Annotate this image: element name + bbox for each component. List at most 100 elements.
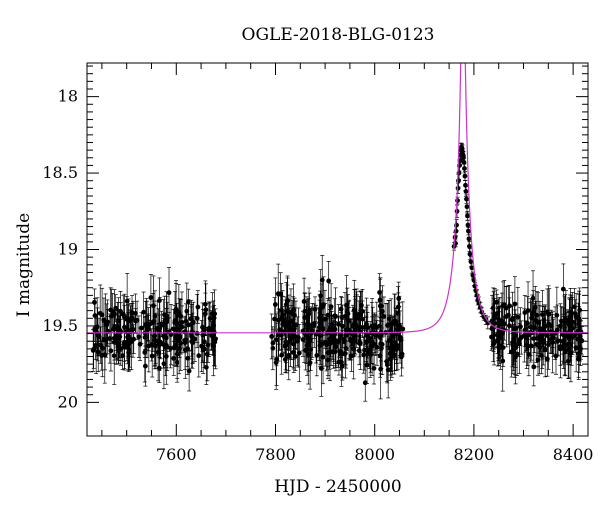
- data-point: [515, 314, 521, 320]
- data-point: [286, 352, 292, 358]
- data-point: [213, 336, 218, 342]
- data-point: [196, 353, 202, 359]
- data-point: [166, 290, 172, 296]
- data-point: [118, 309, 123, 314]
- data-point: [178, 340, 184, 346]
- data-point: [111, 311, 117, 317]
- data-point: [577, 307, 583, 313]
- data-point: [371, 365, 377, 371]
- data-point: [153, 343, 158, 349]
- y-tick-label: 19: [58, 240, 78, 259]
- data-point: [510, 340, 515, 345]
- data-point: [576, 351, 582, 357]
- data-point: [307, 337, 313, 343]
- data-point: [344, 327, 350, 333]
- data-point: [178, 313, 184, 319]
- data-point: [305, 326, 310, 331]
- data-point: [377, 353, 383, 359]
- data-point: [111, 335, 117, 341]
- data-point: [209, 333, 215, 339]
- data-point: [348, 338, 354, 343]
- data-point: [526, 352, 532, 357]
- data-point: [114, 340, 120, 346]
- data-point: [277, 327, 283, 333]
- data-point: [203, 307, 209, 313]
- data-point: [494, 299, 500, 305]
- data-point: [302, 308, 308, 314]
- data-point: [576, 321, 582, 327]
- data-point: [360, 316, 365, 322]
- data-point: [344, 309, 350, 315]
- data-point: [175, 337, 181, 343]
- data-point: [325, 357, 331, 363]
- data-point: [118, 329, 124, 335]
- data-point: [312, 306, 318, 312]
- data-point: [103, 337, 109, 343]
- data-point: [157, 325, 163, 330]
- data-point: [544, 356, 550, 362]
- data-point: [108, 307, 114, 313]
- data-point: [395, 322, 401, 328]
- data-point: [386, 337, 392, 343]
- chart-title: OGLE-2018-BLG-0123: [242, 25, 435, 45]
- data-point: [379, 345, 384, 351]
- data-point: [392, 340, 398, 346]
- data-point: [186, 368, 192, 374]
- data-point: [351, 307, 357, 313]
- data-point: [454, 208, 460, 214]
- data-point: [358, 313, 363, 318]
- data-point: [270, 340, 276, 346]
- data-point: [212, 311, 218, 317]
- data-point: [288, 336, 294, 341]
- data-point: [543, 323, 549, 329]
- data-point: [565, 358, 571, 364]
- data-point: [572, 304, 577, 310]
- data-point: [179, 319, 185, 325]
- data-point: [541, 329, 547, 335]
- data-point: [292, 353, 298, 359]
- data-point: [331, 333, 337, 339]
- data-point: [92, 326, 98, 331]
- data-point: [317, 320, 323, 326]
- data-point: [467, 244, 472, 249]
- data-point: [395, 310, 401, 316]
- data-point: [105, 319, 110, 325]
- data-point: [188, 322, 194, 327]
- data-point: [99, 345, 105, 351]
- data-point: [305, 352, 311, 357]
- data-point: [377, 303, 383, 309]
- data-point: [171, 326, 176, 332]
- data-point: [344, 302, 349, 308]
- data-point: [327, 337, 332, 342]
- data-point: [116, 318, 121, 324]
- data-point: [362, 380, 368, 386]
- data-point: [554, 312, 560, 318]
- data-point: [494, 337, 500, 343]
- data-point: [466, 228, 471, 234]
- data-point: [466, 236, 472, 242]
- data-point: [348, 353, 354, 359]
- data-point: [538, 333, 544, 339]
- data-point: [467, 251, 473, 257]
- data-point: [529, 315, 535, 321]
- data-point: [462, 173, 468, 179]
- data-point: [395, 304, 401, 310]
- data-point: [338, 351, 343, 357]
- data-point: [326, 278, 332, 284]
- x-tick-label: 7600: [156, 445, 197, 464]
- data-point: [152, 333, 158, 339]
- data-point: [455, 185, 461, 191]
- data-point: [195, 304, 201, 310]
- data-point: [118, 346, 124, 351]
- data-point: [332, 326, 338, 332]
- data-point: [279, 352, 285, 358]
- data-point: [278, 291, 284, 297]
- data-point: [160, 322, 166, 328]
- data-point: [164, 316, 169, 322]
- data-point: [456, 178, 461, 184]
- data-point: [206, 327, 212, 333]
- data-point: [576, 316, 582, 322]
- data-point: [453, 228, 459, 234]
- data-point: [318, 365, 324, 371]
- data-point: [343, 346, 349, 351]
